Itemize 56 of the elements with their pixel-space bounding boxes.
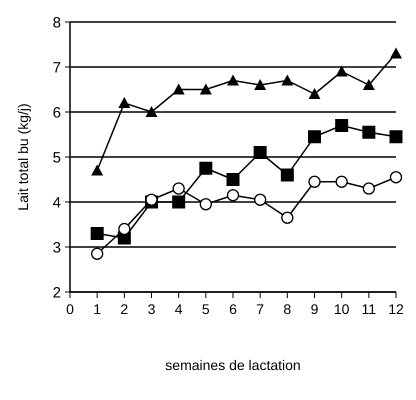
y-tick-label: 5: [52, 149, 61, 166]
point: [336, 176, 348, 188]
point: [172, 196, 186, 208]
y-tick-label: 7: [52, 59, 61, 76]
y-tick-label: 4: [52, 194, 61, 212]
point: [91, 248, 104, 260]
x-tick-label: 0: [66, 301, 74, 317]
y-tick-label: 8: [52, 14, 61, 32]
point: [145, 194, 158, 206]
point: [308, 176, 321, 188]
point: [362, 126, 376, 139]
x-tick-label: 10: [334, 301, 350, 317]
point: [390, 48, 402, 58]
x-tick-label: 2: [120, 301, 128, 317]
point: [390, 130, 402, 144]
x-tick-label: 9: [310, 301, 319, 317]
point: [172, 182, 185, 195]
x-tick-label: 1: [93, 301, 102, 317]
point: [254, 146, 267, 159]
point: [226, 173, 240, 186]
point: [118, 97, 130, 108]
point: [280, 168, 294, 182]
point: [172, 84, 185, 94]
point: [281, 212, 294, 224]
x-tick-label: 8: [283, 301, 292, 317]
point: [254, 194, 266, 206]
x-tick-label: 6: [229, 301, 238, 317]
point: [336, 66, 348, 76]
y-tick-label: 6: [52, 104, 61, 122]
x-tick-label: 5: [202, 301, 210, 317]
point: [335, 119, 348, 132]
y-tick-label: 3: [52, 239, 61, 256]
x-tick-label: 7: [256, 301, 264, 317]
x-tick-label: 4: [174, 301, 183, 317]
point: [226, 189, 240, 202]
point: [308, 130, 321, 144]
point: [254, 79, 266, 90]
x-tick-label: 11: [362, 301, 376, 317]
x-tick-label: 12: [388, 301, 404, 317]
point: [200, 84, 212, 94]
y-tick-label: 2: [52, 284, 61, 302]
point: [362, 182, 375, 195]
x-tick-label: 3: [148, 301, 156, 317]
point: [390, 171, 402, 184]
point: [200, 198, 212, 210]
point: [281, 74, 294, 86]
x-axis-title: semaines de lactation: [165, 357, 301, 373]
point: [308, 88, 320, 99]
point: [91, 164, 104, 176]
point: [227, 74, 239, 86]
point: [90, 227, 104, 240]
y-axis-title: Lait total bu (kg/j): [15, 103, 31, 211]
point: [118, 222, 130, 236]
point: [146, 106, 158, 117]
point: [362, 79, 375, 90]
point: [199, 162, 212, 175]
